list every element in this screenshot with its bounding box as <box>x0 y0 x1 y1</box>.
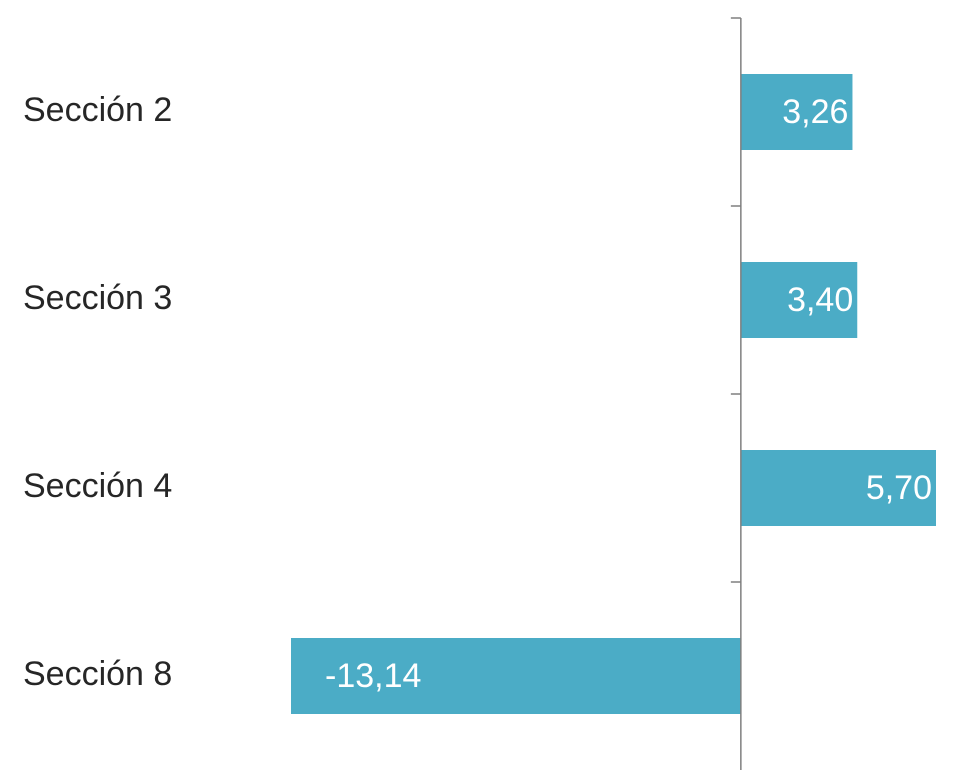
category-label: Sección 8 <box>23 655 172 693</box>
value-label: -13,14 <box>325 657 421 695</box>
value-labels: 3,26 3,40 5,70 -13,14 <box>325 93 932 695</box>
category-labels: Sección 2 Sección 3 Sección 4 Sección 8 <box>23 91 172 693</box>
category-label: Sección 4 <box>23 467 172 505</box>
category-label: Sección 3 <box>23 279 172 317</box>
value-label: 3,26 <box>782 93 848 131</box>
category-label: Sección 2 <box>23 91 172 129</box>
bars-group <box>291 74 936 714</box>
value-label: 5,70 <box>866 469 932 507</box>
value-label: 3,40 <box>787 281 853 319</box>
